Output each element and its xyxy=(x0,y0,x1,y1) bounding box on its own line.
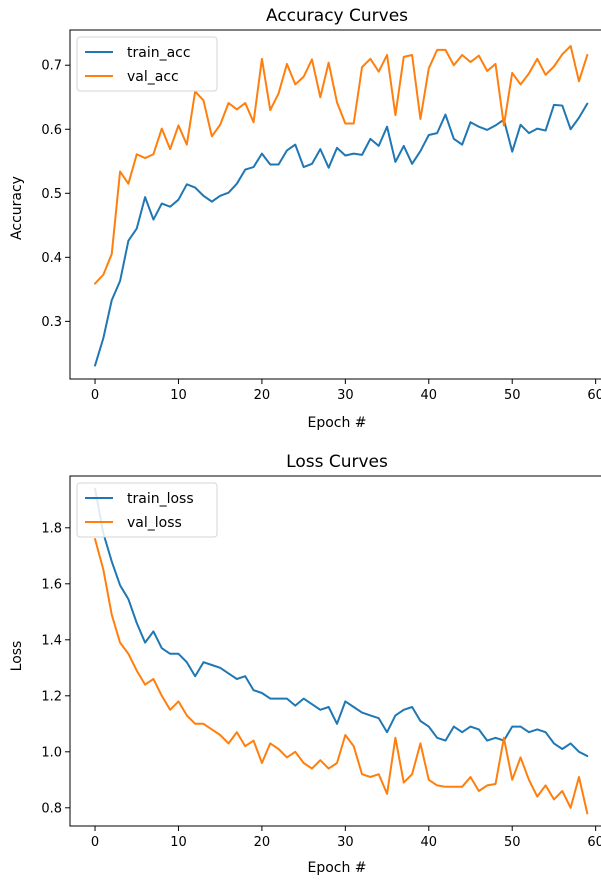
loss-chart: Loss Curves Epoch # Loss 0 10 20 30 40 50 60 0.… xyxy=(9,452,601,876)
accuracy-series-line-train-acc xyxy=(94,102,589,367)
loss-x-axis-label: Epoch # xyxy=(307,860,366,876)
loss-x-tick-label: 10 xyxy=(170,835,187,850)
accuracy-chart: Accuracy Curves Epoch # Accuracy 0 10 20 30… xyxy=(9,6,601,431)
accuracy-x-tick-label: 10 xyxy=(170,388,187,403)
loss-legend: train_loss val_loss xyxy=(76,482,218,538)
accuracy-y-axis-label: Accuracy xyxy=(9,176,25,240)
loss-lines xyxy=(94,487,589,815)
accuracy-x-tick-label: 60 xyxy=(587,388,601,403)
legend-label-train-loss: train_loss xyxy=(127,491,194,507)
accuracy-x-tick-label: 20 xyxy=(254,388,271,403)
accuracy-x-tick-label: 50 xyxy=(504,388,521,403)
accuracy-y-tick-label: 0.7 xyxy=(41,59,62,74)
loss-x-tick-label: 0 xyxy=(91,835,99,850)
accuracy-x-axis-label: Epoch # xyxy=(307,415,366,431)
legend-label-val-loss: val_loss xyxy=(127,515,182,531)
loss-chart-title: Loss Curves xyxy=(286,452,388,472)
loss-y-axis-label: Loss xyxy=(9,641,25,672)
loss-y-tick-label: 1.4 xyxy=(41,633,62,648)
accuracy-y-tick-label: 0.3 xyxy=(41,315,62,330)
accuracy-y-tick-label: 0.4 xyxy=(41,251,62,266)
accuracy-lines xyxy=(94,45,589,367)
accuracy-plot-frame xyxy=(69,29,601,380)
loss-x-tick-label: 50 xyxy=(504,835,521,850)
accuracy-chart-title: Accuracy Curves xyxy=(266,6,408,26)
legend-label-train-acc: train_acc xyxy=(127,45,191,61)
accuracy-series-line-val-acc xyxy=(94,45,589,285)
loss-ticks: 0 10 20 30 40 50 60 0.8 1.0 1.2 1.4 1.6 1.8 xyxy=(41,521,601,850)
accuracy-ticks: 0 10 20 30 40 50 60 0.3 0.4 0.5 0.6 0.7 xyxy=(41,59,601,403)
loss-y-tick-label: 0.8 xyxy=(41,801,62,816)
legend-label-val-acc: val_acc xyxy=(127,69,179,85)
loss-x-tick-label: 20 xyxy=(254,835,271,850)
loss-y-tick-label: 1.2 xyxy=(41,689,62,704)
loss-x-tick-label: 30 xyxy=(337,835,354,850)
loss-x-tick-label: 60 xyxy=(587,835,601,850)
loss-x-tick-label: 40 xyxy=(421,835,438,850)
loss-series-line-val-loss xyxy=(94,538,589,815)
loss-y-tick-label: 1.0 xyxy=(41,745,62,760)
accuracy-x-tick-label: 30 xyxy=(337,388,354,403)
accuracy-legend: train_acc val_acc xyxy=(76,36,218,92)
loss-legend-box xyxy=(76,482,218,538)
accuracy-y-tick-label: 0.5 xyxy=(41,187,62,202)
loss-y-tick-label: 1.8 xyxy=(41,521,62,536)
loss-plot-frame xyxy=(69,475,601,827)
loss-y-tick-label: 1.6 xyxy=(41,577,62,592)
accuracy-x-tick-label: 40 xyxy=(421,388,438,403)
accuracy-legend-box xyxy=(76,36,218,92)
loss-series-line-train-loss xyxy=(94,487,589,757)
accuracy-x-tick-label: 0 xyxy=(91,388,99,403)
accuracy-y-tick-label: 0.6 xyxy=(41,123,62,138)
